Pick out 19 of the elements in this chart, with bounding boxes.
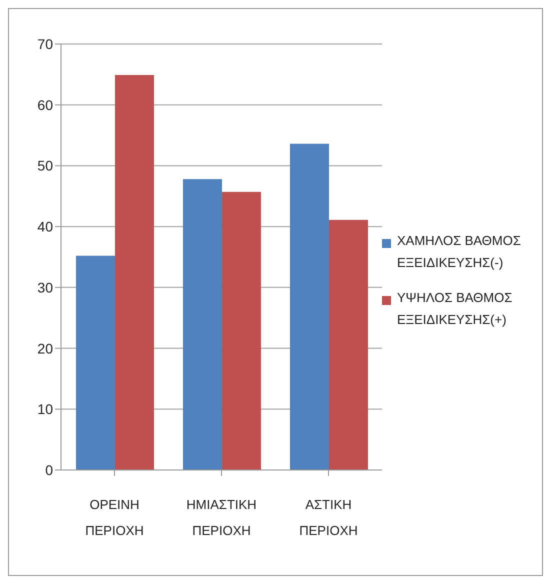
bar [182,179,222,470]
y-tick-label: 50 [37,158,54,174]
bar [328,220,368,470]
y-tick-label: 60 [37,96,54,113]
legend-label: ΥΨΗΛΟΣ ΒΑΘΜΟΣ ΕΞΕΙΔΙΚΕΥΣΗΣ(+) [397,289,514,329]
y-tick-label: 40 [37,218,54,235]
bar [290,144,329,470]
y-tick-label: 20 [37,340,54,356]
x-tick-label: ΑΣΤΙΚΗ ΠΕΡΙΟΧΗ [299,497,358,538]
y-tick-label: 30 [37,279,54,296]
x-tick-label: ΟΡΕΙΝΗ ΠΕΡΙΟΧΗ [85,497,144,538]
y-tick-label: 10 [37,401,54,418]
bar [114,75,154,470]
legend-label: ΧΑΜΗΛΟΣ ΒΑΘΜΟΣ ΕΞΕΙΔΙΚΕΥΣΗΣ(-) [397,232,522,272]
bar [76,256,115,470]
y-tick-label: 70 [37,36,54,52]
bar [222,192,261,470]
y-tick-label: 0 [45,462,54,478]
x-tick-label: ΗΜΙΑΣΤΙΚΗ ΠΕΡΙΟΧΗ [186,497,257,538]
